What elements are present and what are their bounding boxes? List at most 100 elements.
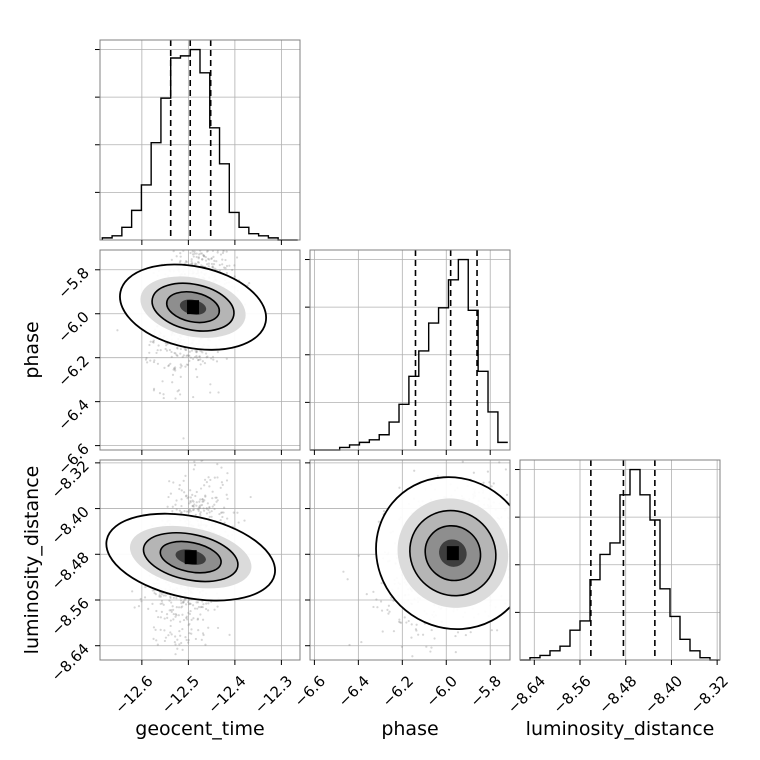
sample-point: [248, 282, 251, 285]
sample-point: [194, 513, 197, 516]
sample-point: [205, 512, 209, 515]
sample-point: [220, 511, 223, 514]
sample-point: [158, 392, 162, 395]
sample-point: [194, 349, 197, 352]
sample-point: [387, 604, 390, 607]
sample-point: [222, 250, 225, 253]
sample-point: [407, 619, 410, 623]
sample-point: [163, 639, 166, 643]
sample-point: [496, 629, 499, 632]
x-tick-label: −6.0: [423, 672, 461, 710]
sample-point: [192, 508, 195, 512]
sample-point: [213, 507, 216, 511]
sample-point: [530, 531, 532, 533]
sample-point: [191, 250, 194, 253]
sample-point: [382, 510, 386, 513]
x-tick-label: −8.32: [687, 672, 732, 717]
sample-point: [212, 358, 215, 361]
sample-point: [199, 252, 202, 255]
sample-point: [147, 607, 150, 610]
sample-point: [411, 655, 414, 658]
sample-point: [210, 257, 213, 260]
sample-point: [226, 497, 229, 500]
sample-point: [199, 613, 202, 616]
sample-point: [160, 610, 163, 613]
sample-point: [520, 558, 522, 560]
joint-geocent-time-vs-luminosity-distance: −12.6 −12.5 −12.4 −12.3 −8.64−8.56−8.48−8.40…: [48, 457, 301, 717]
sample-point: [196, 607, 199, 610]
sample-point: [206, 250, 209, 253]
sample-point: [211, 497, 214, 500]
sample-point: [454, 634, 457, 638]
sample-point: [189, 500, 192, 503]
sample-point: [392, 630, 396, 633]
sample-point: [193, 464, 197, 467]
y-tick-label: −8.48: [48, 548, 93, 593]
sample-point: [174, 635, 177, 638]
sample-point: [217, 241, 219, 243]
sample-point: [170, 355, 173, 358]
sample-point: [209, 478, 212, 482]
sample-point: [169, 631, 172, 634]
sample-point: [129, 678, 131, 680]
sample-point: [187, 496, 190, 499]
sample-point: [517, 523, 519, 525]
sample-point: [398, 618, 401, 621]
sample-point: [216, 626, 220, 630]
sample-point: [182, 601, 185, 604]
sample-point: [205, 507, 208, 510]
sample-point: [195, 252, 198, 255]
sample-point: [216, 605, 219, 608]
sample-point: [208, 506, 211, 509]
sample-point: [185, 616, 188, 619]
sample-point: [215, 260, 218, 263]
sample-point: [179, 634, 182, 637]
sample-point: [199, 363, 202, 366]
x-tick-label: −8.48: [595, 672, 640, 717]
sample-point: [186, 497, 189, 500]
sample-point: [179, 366, 182, 369]
sample-point: [243, 519, 246, 522]
sample-point: [180, 602, 183, 605]
sample-point: [513, 593, 515, 595]
sample-point: [388, 610, 391, 613]
sample-point: [199, 606, 202, 609]
sample-point: [180, 364, 183, 367]
sample-point: [184, 348, 187, 351]
panel-frame: [519, 459, 721, 661]
sample-point: [197, 605, 201, 609]
sample-point: [195, 501, 198, 504]
sample-point: [372, 590, 375, 593]
sample-point: [228, 633, 231, 637]
sample-point: [223, 506, 226, 509]
sample-point: [365, 593, 368, 596]
sample-point: [168, 599, 171, 602]
sample-point: [218, 263, 221, 267]
sample-point: [216, 463, 219, 466]
sample-point: [192, 468, 195, 471]
sample-point: [360, 640, 363, 644]
sample-point: [201, 618, 205, 621]
sample-point: [217, 391, 220, 394]
sample-point: [188, 248, 190, 250]
y-tick-label: −6.4: [54, 396, 92, 434]
sample-point: [203, 478, 207, 481]
x-tick-label: −8.56: [550, 672, 595, 717]
sample-point: [375, 598, 378, 601]
sample-point: [208, 511, 211, 514]
sample-point: [222, 511, 225, 514]
sample-point: [399, 621, 402, 624]
sample-point: [214, 496, 217, 499]
sample-point: [236, 511, 239, 514]
sample-point: [405, 621, 408, 624]
sample-point: [230, 235, 232, 237]
sample-point: [157, 615, 160, 619]
sample-point: [159, 602, 162, 605]
sample-point: [185, 510, 189, 513]
sample-point: [189, 251, 192, 255]
sample-point: [205, 263, 209, 266]
sample-point: [218, 217, 220, 219]
sample-point: [381, 630, 384, 633]
sample-point: [202, 253, 205, 257]
sample-point: [193, 250, 196, 253]
